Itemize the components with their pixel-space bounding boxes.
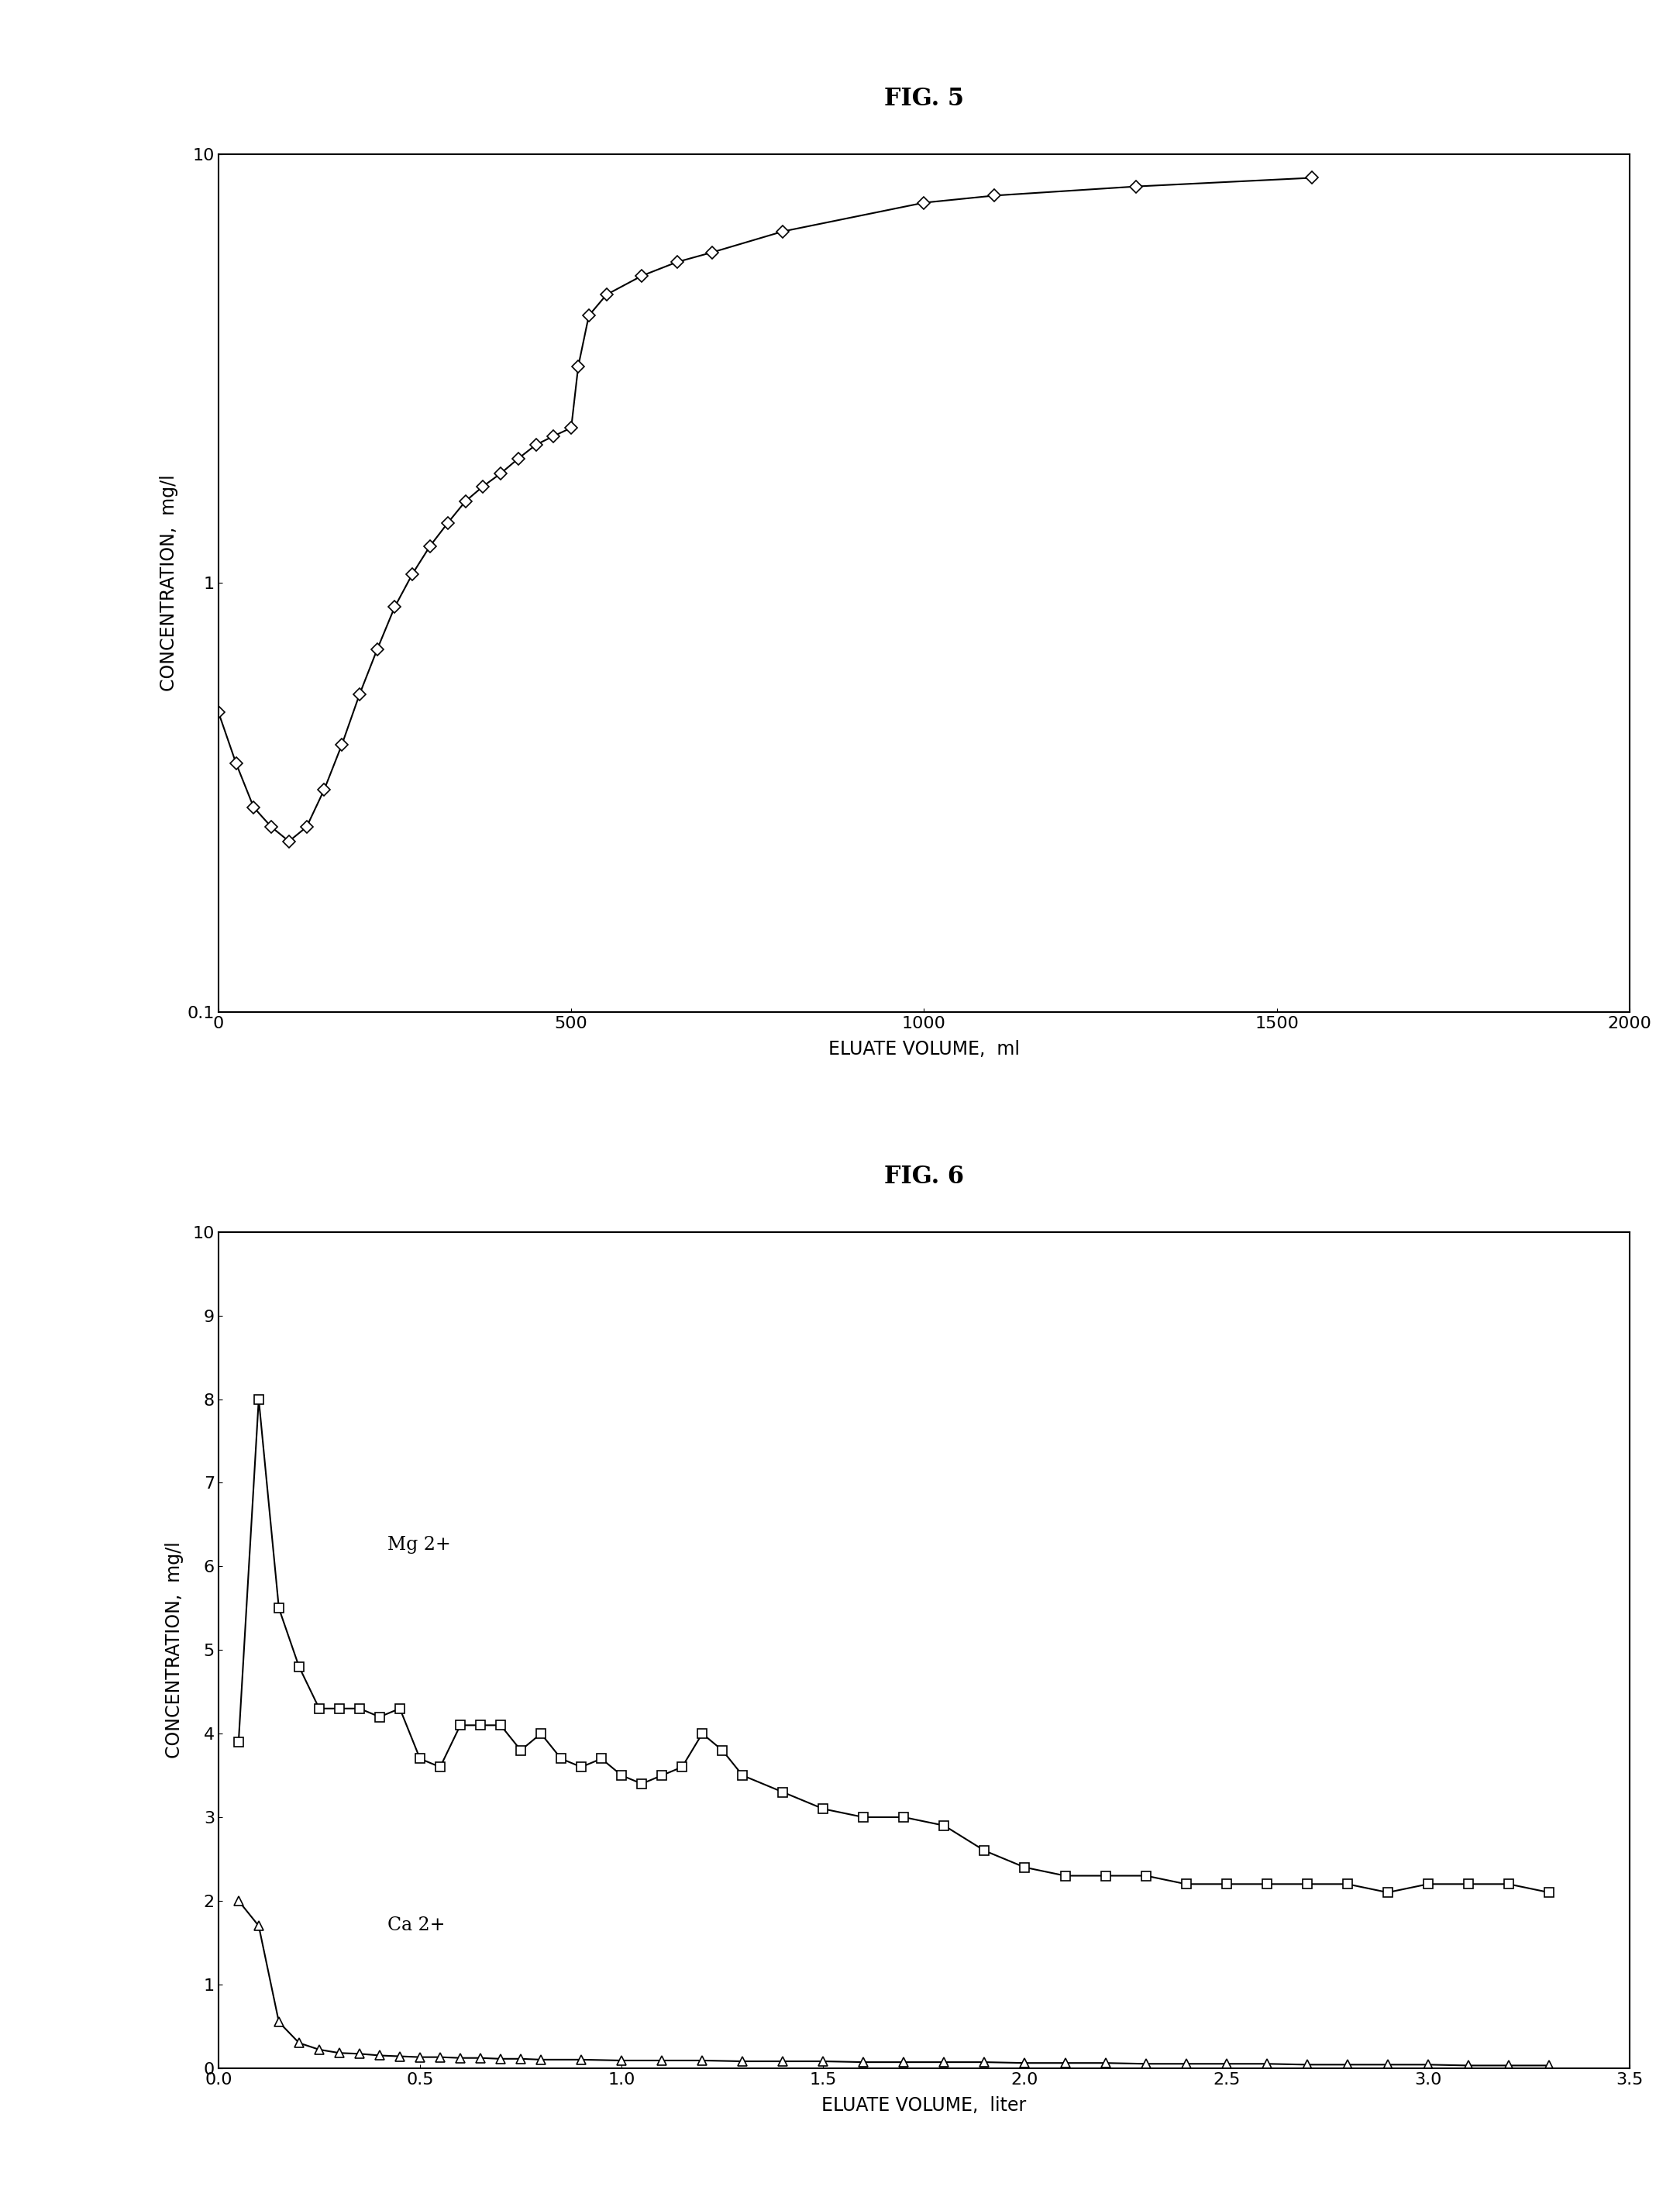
Text: FIG. 5: FIG. 5 (884, 88, 964, 110)
Y-axis label: CONCENTRATION,  mg/l: CONCENTRATION, mg/l (160, 475, 178, 691)
X-axis label: ELUATE VOLUME,  liter: ELUATE VOLUME, liter (822, 2097, 1026, 2114)
Y-axis label: CONCENTRATION,  mg/l: CONCENTRATION, mg/l (165, 1542, 185, 1758)
Text: FIG. 6: FIG. 6 (884, 1166, 964, 1188)
Text: Ca 2+: Ca 2+ (388, 1916, 445, 1934)
X-axis label: ELUATE VOLUME,  ml: ELUATE VOLUME, ml (828, 1041, 1020, 1058)
Text: Mg 2+: Mg 2+ (388, 1536, 452, 1553)
